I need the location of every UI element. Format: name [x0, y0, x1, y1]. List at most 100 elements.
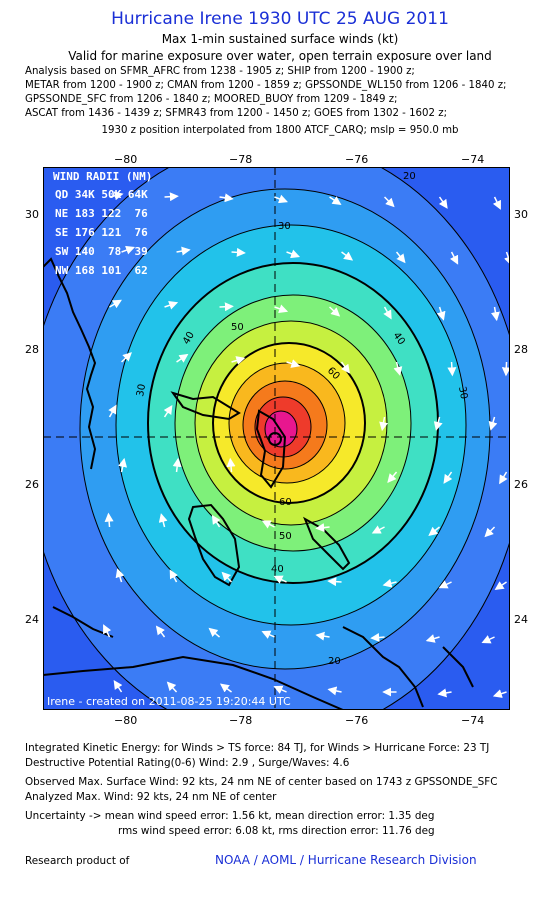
wind-vector-arrow-icon — [433, 416, 443, 431]
noaa-link[interactable]: NOAA / AOML / Hurricane Research Divisio… — [215, 853, 477, 867]
wind-vector-arrow-icon — [274, 304, 289, 314]
wind-vector-arrow-icon — [104, 512, 114, 528]
wind-vector-arrow-icon — [384, 196, 395, 208]
wind-vector-arrow-icon — [286, 249, 301, 259]
wind-vector-arrow-icon — [219, 193, 234, 203]
wind-vector-arrow-icon — [108, 404, 117, 418]
land-outlines — [43, 257, 474, 710]
wind-vector-arrow-icon — [118, 457, 128, 473]
lat-tick-right: 30 — [514, 208, 528, 221]
lat-tick-right: 28 — [514, 343, 528, 356]
wind-vector-arrow-icon — [176, 353, 189, 363]
wind-vector-arrow-icon — [492, 689, 507, 698]
wind-vector-arrow-icon — [329, 306, 341, 317]
uncertainty-line-1: Uncertainty -> mean wind speed error: 1.… — [25, 810, 435, 822]
wind-vector-arrow-icon — [231, 247, 246, 257]
map-frame — [43, 167, 510, 710]
contour-label: 40 — [271, 564, 284, 575]
lat-tick-left: 28 — [25, 343, 39, 356]
contour-label: 50 — [279, 531, 292, 542]
wind-radii-row-ne: NE 183 122 76 — [55, 207, 148, 220]
wind-vector-arrow-icon — [109, 191, 124, 201]
wind-vectors — [103, 191, 510, 698]
map-subtitle: Max 1-min sustained surface winds (kt) — [161, 32, 399, 46]
contour-label: 50 — [231, 322, 244, 333]
wind-vector-arrow-icon — [113, 680, 123, 693]
cuba-coast-icon — [43, 655, 344, 710]
wind-vector-arrow-icon — [164, 192, 179, 202]
ike-line: Integrated Kinetic Energy: for Winds > T… — [25, 742, 490, 754]
wind-vector-arrow-icon — [231, 356, 246, 365]
lon-tick-top: −76 — [345, 153, 369, 166]
wind-vector-arrow-icon — [379, 416, 389, 432]
wind-vector-arrow-icon — [115, 568, 125, 583]
contour-label: 30 — [135, 383, 148, 397]
contour-label: 60 — [279, 497, 292, 508]
wind-radii-row-nw: NW 168 101 62 — [55, 264, 148, 277]
wind-vector-arrow-icon — [393, 361, 403, 376]
wind-vector-arrow-icon — [221, 571, 233, 583]
analysis-line: ASCAT from 1436 - 1439 z; SFMR43 from 12… — [25, 108, 448, 119]
wind-radii-title: WIND RADII (NM) — [53, 170, 152, 183]
wind-vector-arrow-icon — [438, 580, 452, 589]
eleuthera-icon — [303, 516, 351, 571]
wind-vector-arrow-icon — [219, 302, 234, 312]
analysis-line: METAR from 1200 - 1900 z; CMAN from 1200… — [25, 80, 507, 91]
wind-vector-arrow-icon — [488, 416, 498, 431]
lat-tick-left: 26 — [25, 478, 39, 491]
wind-vector-arrow-icon — [226, 457, 236, 473]
wind-vector-arrow-icon — [484, 526, 496, 538]
wind-vector-arrow-icon — [501, 361, 510, 377]
wind-vector-arrow-icon — [315, 523, 330, 533]
wind-vector-arrow-icon — [172, 457, 182, 473]
wind-vector-arrow-icon — [261, 520, 275, 529]
wind-vector-arrow-icon — [371, 525, 385, 534]
wind-vector-arrow-icon — [395, 251, 406, 264]
wind-vector-arrow-icon — [315, 631, 330, 641]
wind-vector-arrow-icon — [492, 196, 501, 210]
wind-vector-arrow-icon — [428, 526, 441, 536]
wind-vector-arrow-icon — [274, 194, 288, 204]
wind-vector-arrow-icon — [438, 196, 448, 209]
wind-vector-arrow-icon — [121, 245, 136, 255]
contour-label: 30 — [278, 221, 291, 232]
wind-vector-arrow-icon — [327, 686, 342, 696]
wind-speed-bands — [43, 167, 510, 710]
wind-vector-arrow-icon — [219, 683, 232, 693]
wind-vector-arrow-icon — [450, 251, 459, 265]
lon-tick-bottom: −76 — [345, 714, 369, 727]
wind-vector-arrow-icon — [261, 630, 275, 639]
wind-vector-arrow-icon — [166, 681, 178, 693]
grand-bahama-icon — [170, 391, 241, 421]
wind-vector-arrow-icon — [437, 688, 452, 698]
southern-islands-icon — [342, 626, 474, 708]
contour-label: 20 — [328, 656, 341, 667]
lon-tick-bottom: −74 — [461, 714, 485, 727]
wind-radii-row-sw: SW 140 78 39 — [55, 245, 148, 258]
contour-label: 30 — [456, 386, 469, 400]
lat-tick-left: 24 — [25, 613, 39, 626]
wind-vector-arrow-icon — [169, 569, 178, 583]
research-product-label: Research product of — [25, 855, 130, 867]
wind-vector-arrow-icon — [329, 196, 342, 205]
observed-max-wind: Observed Max. Surface Wind: 92 kts, 24 n… — [25, 776, 498, 788]
wind-vector-arrow-icon — [340, 361, 350, 374]
lon-tick-top: −78 — [229, 153, 253, 166]
wind-vector-arrow-icon — [286, 359, 301, 368]
lon-tick-top: −74 — [461, 153, 485, 166]
wind-vector-arrow-icon — [494, 581, 507, 590]
wind-vector-arrow-icon — [387, 471, 398, 483]
wind-vector-arrow-icon — [121, 352, 132, 363]
wind-vector-arrow-icon — [490, 306, 500, 322]
wind-vector-arrow-icon — [155, 625, 166, 638]
validity-note: Valid for marine exposure over water, op… — [68, 49, 492, 63]
contour-label: 20 — [403, 171, 416, 182]
analysis-line: GPSSONDE_SFC from 1206 - 1840 z; MOORED_… — [25, 94, 398, 105]
wind-vector-arrow-icon — [208, 627, 221, 638]
wind-vector-arrow-icon — [499, 471, 508, 485]
wind-vector-arrow-icon — [443, 471, 453, 484]
wind-vector-arrow-icon — [504, 251, 510, 266]
wind-vector-arrow-icon — [158, 513, 168, 528]
wind-vector-arrow-icon — [273, 685, 287, 694]
analysis-line: Analysis based on SFMR_AFRC from 1238 - … — [25, 66, 415, 77]
